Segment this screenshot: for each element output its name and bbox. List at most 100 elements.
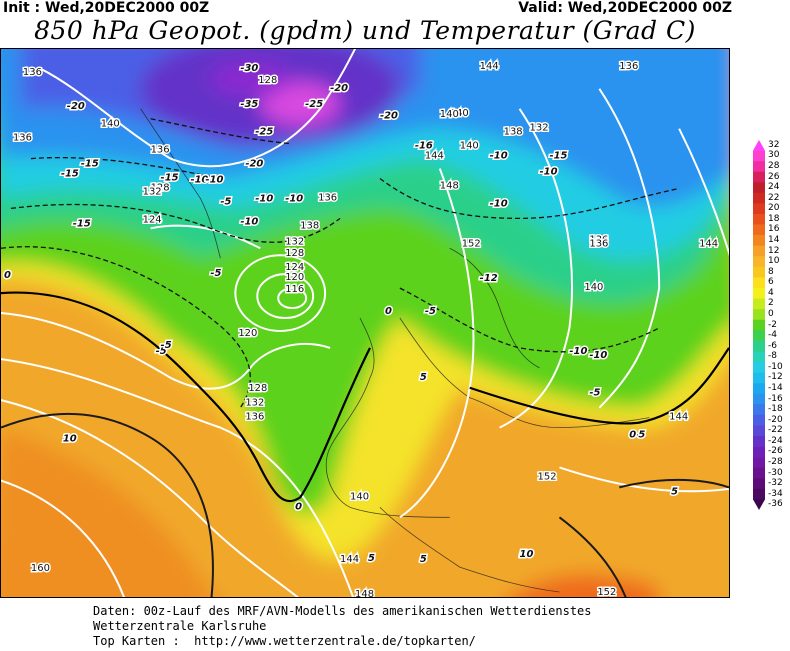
temperature-label: 5 [520,549,527,560]
scale-label: -28 [768,456,783,467]
temperature-label: -10 [569,346,587,357]
geopotential-label: 140 [450,108,469,119]
temperature-label: 5 [368,553,375,564]
geopotential-label: 136 [318,192,337,203]
temperature-label: 5 [420,372,427,383]
temperature-label: -5 [220,196,231,207]
geopotential-label: 116 [285,284,304,295]
geopotential-label: 128 [258,75,277,86]
scale-label: -18 [768,404,783,415]
scale-swatch [753,192,765,204]
scale-swatch [753,161,765,173]
scale-swatch [753,298,765,310]
scale-swatch [753,351,765,363]
scale-label: -16 [768,393,783,404]
geopotential-label: 128 [151,182,170,193]
geopotential-label: 140 [440,109,459,120]
geopotential-label: 136 [13,133,32,144]
temperature-label: -15 [61,169,79,180]
scale-label: -22 [768,425,783,436]
temperature-label: -15 [161,173,179,184]
geopotential-label: 140 [584,282,603,293]
chart-title: 850 hPa Geopot. (gpdm) und Temperatur (G… [34,16,696,45]
scale-label: -10 [768,361,783,372]
geopotential-label: 140 [350,491,369,502]
temperature-label: -15 [73,218,91,229]
temperature-label: 5 [671,486,678,497]
geopotential-label: 160 [31,563,50,574]
temperature-label: -25 [305,99,323,110]
scale-swatch [753,393,765,405]
geopotential-label: 152 [597,587,616,598]
color-scale-bar [753,140,765,510]
scale-swatch [753,446,765,458]
geopotential-label: 132 [245,398,264,409]
temperature-label: 5 [420,554,427,565]
scale-label: -34 [768,488,783,499]
scale-swatch [753,150,765,162]
scale-label: 14 [768,234,780,245]
geopotential-label: 132 [143,186,162,197]
temperature-label: -15 [81,159,99,170]
scale-swatch [753,362,765,373]
temperature-label: -10 [285,193,303,204]
geopotential-label: 152 [538,471,557,482]
geopotential-label: 148 [355,589,374,598]
scale-swatch [753,214,765,225]
geopotential-label: 124 [143,214,162,225]
temperature-label: -15 [549,151,567,162]
temperature-field [1,49,729,597]
geopotential-label: 140 [101,119,120,130]
scale-label: -26 [768,446,783,457]
geopotential-label: 128 [248,383,267,394]
scale-label: -12 [768,372,783,383]
scale-swatch [753,319,765,331]
geopotential-label: 120 [238,328,257,339]
temperature-label: -20 [330,83,348,94]
temperature-label: -5 [425,306,436,317]
scale-swatch [753,245,765,257]
temperature-label: -35 [240,99,258,110]
geopotential-label: 136 [245,412,264,423]
footer: Daten: 00z-Lauf des MRF/AVN-Modells des … [93,604,592,649]
temperature-label: 0 [4,270,11,281]
init-time: Init : Wed,20DEC2000 00Z [3,0,210,16]
coastlines [140,108,650,593]
scale-swatch [753,309,765,321]
scale-label: 8 [768,266,774,277]
temperature-label: -10 [490,198,508,209]
temperature-label: -5 [161,340,172,351]
temperature-label: -10 [255,193,273,204]
temperature-label: 0 [295,501,302,512]
scale-label: 20 [768,203,780,214]
geopotential-label: 132 [285,236,304,247]
scale-label: 26 [768,171,780,182]
scale-swatch [753,383,765,395]
scale-label: 2 [768,298,774,309]
temperature-label: -20 [380,111,398,122]
scale-label: 18 [768,213,780,224]
temperature-label: -5 [210,268,221,279]
scale-label: -8 [768,351,777,362]
scale-label: -4 [768,330,777,341]
zero-isotherm [1,291,729,503]
temperature-label: -5 [589,388,600,399]
scale-label: -2 [768,319,777,330]
temperature-label: -20 [245,159,263,170]
scale-label: 0 [768,308,774,319]
temperature-label: 0 [385,306,392,317]
footer-link[interactable]: Top Karten : http://www.wetterzentrale.d… [93,634,476,648]
scale-label: -24 [768,435,783,446]
footer-data-source: Daten: 00z-Lauf des MRF/AVN-Modells des … [93,604,592,618]
color-scale-labels: 32 30 28 26 24 22 20 18 16 14 12 10 8 6 4 2 0 -2 -4 -6 -8 -10… [768,140,790,510]
scale-label: 30 [768,150,780,161]
scale-swatch [753,404,765,416]
scale-swatch [753,330,765,342]
scale-label: 4 [768,287,774,298]
scale-swatch [753,372,765,384]
geopotential-label: 120 [285,272,304,283]
valid-time: Valid: Wed,20DEC2000 00Z [518,0,732,16]
temperature-label: 10 [63,434,77,445]
scale-label: 16 [768,224,780,235]
